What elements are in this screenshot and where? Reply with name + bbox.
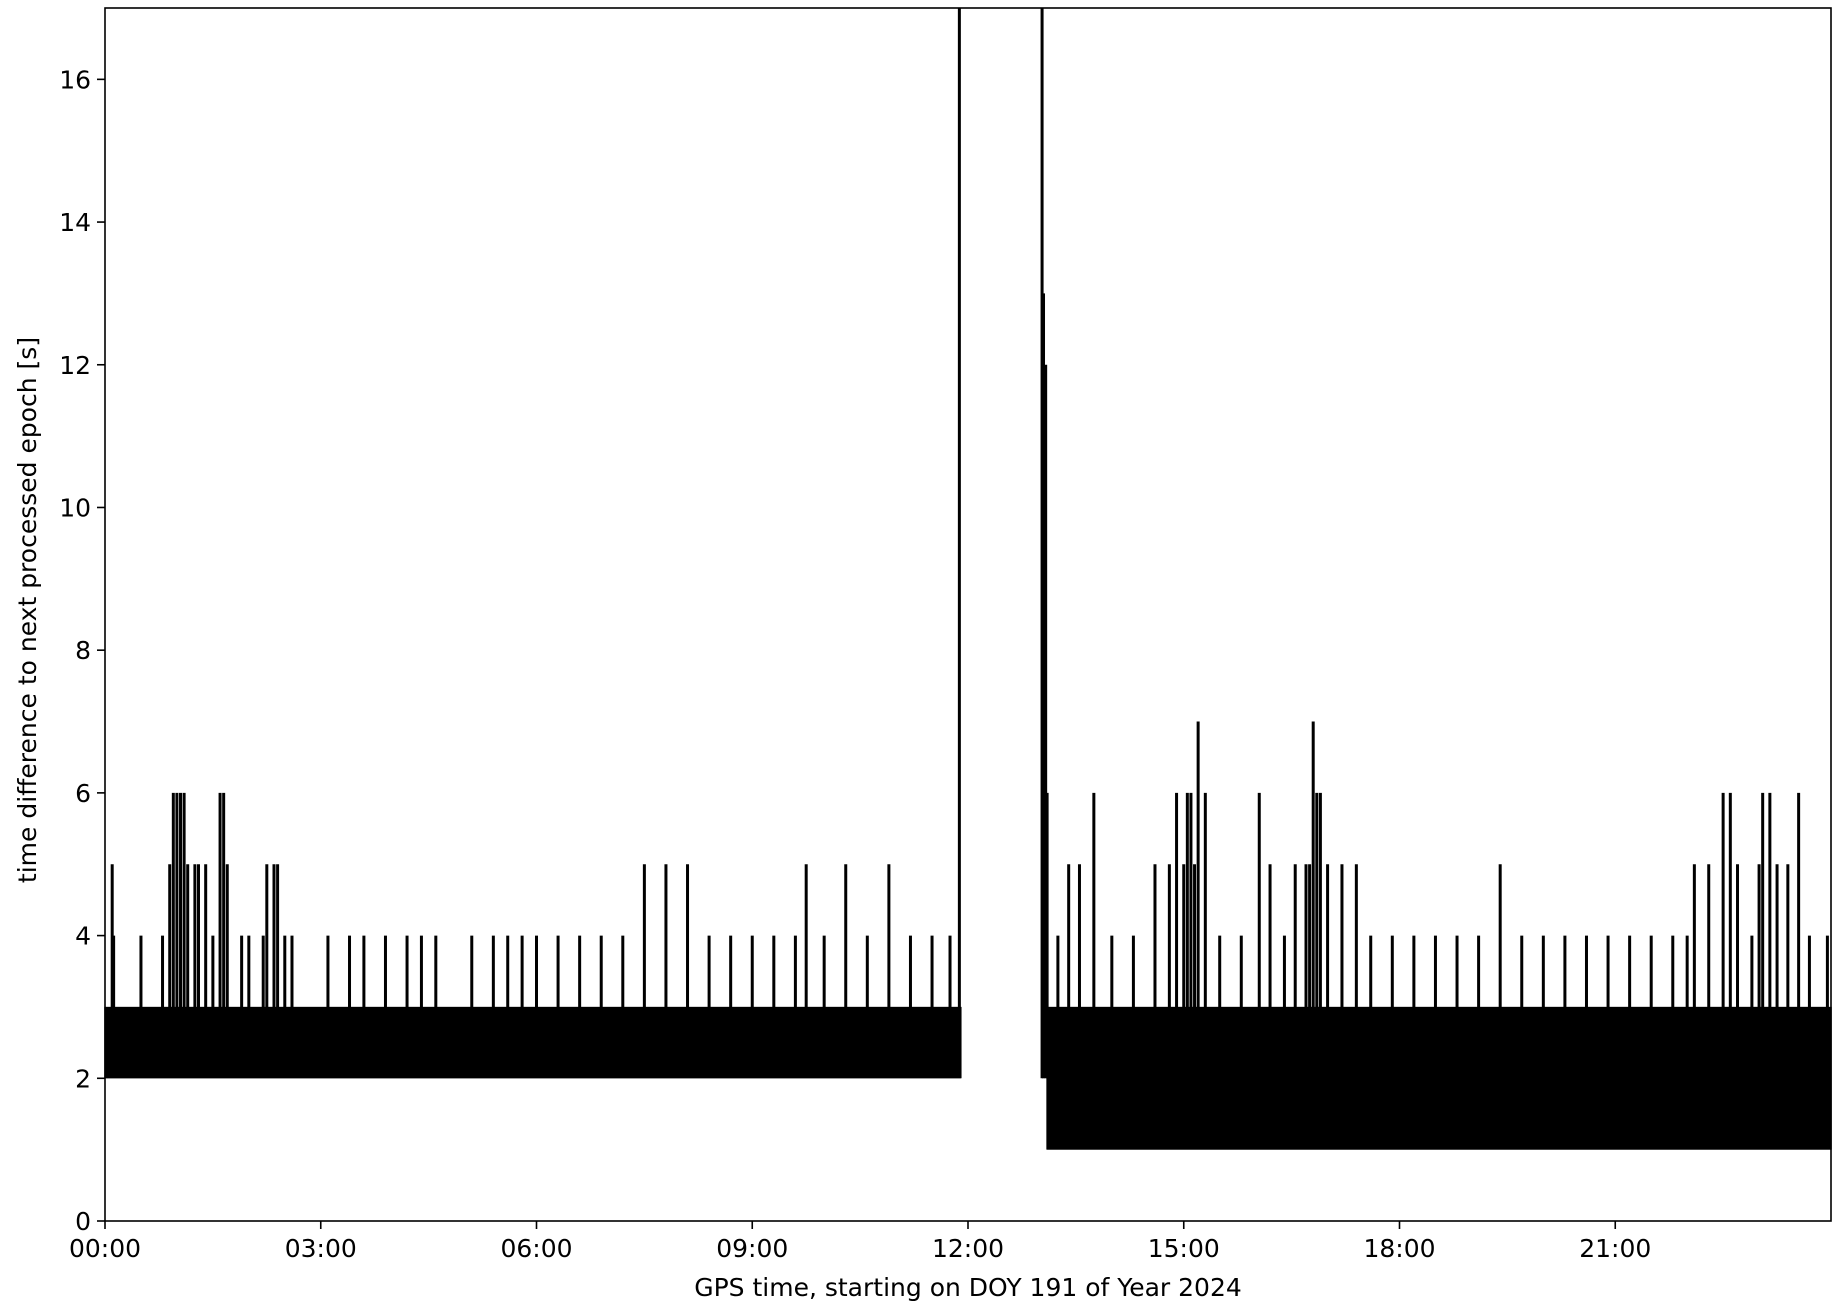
plot-area — [104, 8, 1832, 1150]
x-tick-label: 03:00 — [285, 1234, 357, 1263]
x-axis-label: GPS time, starting on DOY 191 of Year 20… — [694, 1273, 1242, 1302]
y-tick-label: 12 — [59, 351, 91, 380]
series-texture-1 — [1046, 1006, 1832, 1150]
y-axis-label: time difference to next processed epoch … — [13, 337, 42, 883]
y-tick-label: 6 — [75, 779, 91, 808]
x-tick-label: 12:00 — [932, 1234, 1004, 1263]
axes: 00:00 03:00 06:00 09:00 12:00 15:00 18:00 21:00… — [59, 7, 1832, 1263]
y-tick-label: 10 — [59, 493, 91, 522]
y-tick-label: 14 — [59, 208, 91, 237]
y-tick-label: 0 — [75, 1207, 91, 1236]
series-texture-0 — [104, 1006, 962, 1079]
y-tick-label: 2 — [75, 1064, 91, 1093]
y-tick-label: 16 — [59, 65, 91, 94]
y-tick-label: 8 — [75, 636, 91, 665]
x-tick-label: 21:00 — [1579, 1234, 1651, 1263]
y-tick-label: 4 — [75, 922, 91, 951]
x-tick-label: 15:00 — [1148, 1234, 1220, 1263]
x-tick-label: 18:00 — [1363, 1234, 1435, 1263]
x-tick-label: 09:00 — [716, 1234, 788, 1263]
x-tick-label: 06:00 — [500, 1234, 572, 1263]
x-tick-label: 00:00 — [69, 1234, 141, 1263]
